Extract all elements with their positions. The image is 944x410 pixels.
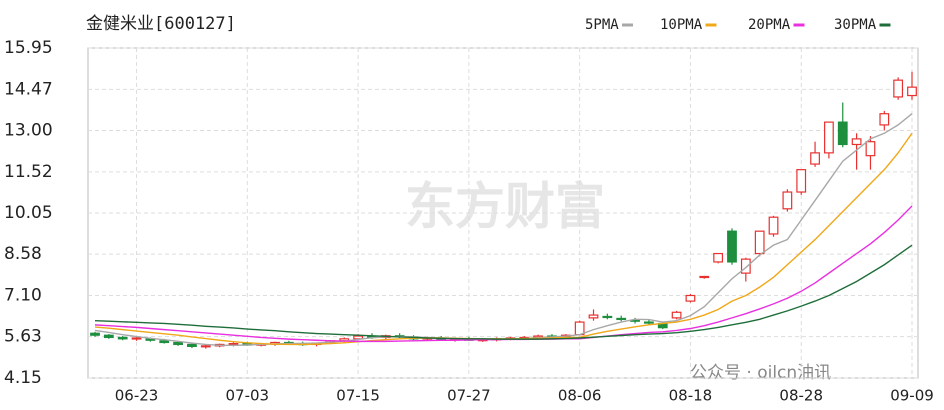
candle-body [103,334,114,339]
candle-body [90,332,100,336]
candle-body [837,121,848,146]
candle-body [824,121,834,154]
chart-title: 金健米业[600127] [86,14,236,34]
watermark: 东方财富 [405,178,605,236]
candle-body [851,138,862,146]
legend-label: 30PMA [834,17,877,33]
candle-body [907,86,917,97]
candle-body [131,337,142,340]
x-tick-label: 07-15 [336,387,380,405]
x-tick-label: 06-23 [115,387,159,405]
y-tick-label: 15.95 [4,38,53,58]
candle-body [810,152,820,165]
x-tick-label: 08-06 [558,387,602,405]
candle-body [117,336,128,340]
candle-body [768,216,779,235]
candle-body [879,113,890,126]
x-tick-label: 09-09 [890,387,934,405]
candle-body [200,345,211,348]
candle-body [754,230,765,255]
legend-label: 5PMA [585,17,619,33]
y-tick-label: 5.63 [4,327,42,347]
y-tick-label: 7.10 [4,286,42,306]
candle-body [713,252,724,263]
y-tick-label: 13.00 [4,121,53,141]
candle-body [782,191,793,210]
candle-body [796,169,807,193]
candle-body [588,314,599,319]
candle-body [727,230,737,263]
candle-body [699,275,710,279]
candle-body [865,141,876,157]
legend-label: 20PMA [748,17,791,33]
x-tick-label: 08-18 [669,387,713,405]
y-tick-label: 14.47 [4,79,53,99]
y-tick-label: 4.15 [4,368,42,388]
candle-body [671,311,682,319]
y-tick-label: 11.52 [4,162,53,182]
candle-body [602,315,613,319]
y-tick-label: 8.58 [4,244,42,264]
y-tick-label: 10.05 [4,203,53,223]
candle-body [173,341,183,346]
x-tick-label: 07-03 [226,387,270,405]
candle-body [159,340,170,344]
candle-body [740,258,751,274]
candle-body [616,317,627,321]
credit: 公众号 · oilcn油讯 [690,363,831,383]
candle-body [644,321,654,324]
x-tick-label: 08-28 [779,387,823,405]
ma-line [94,244,913,340]
x-tick-label: 07-27 [447,387,491,405]
ma-line [94,132,913,346]
candle-body [685,294,696,302]
candle-body [228,343,239,346]
legend-label: 10PMA [660,17,703,33]
candle-body [574,321,585,336]
candle-body [893,79,904,98]
candle-body [187,343,197,347]
